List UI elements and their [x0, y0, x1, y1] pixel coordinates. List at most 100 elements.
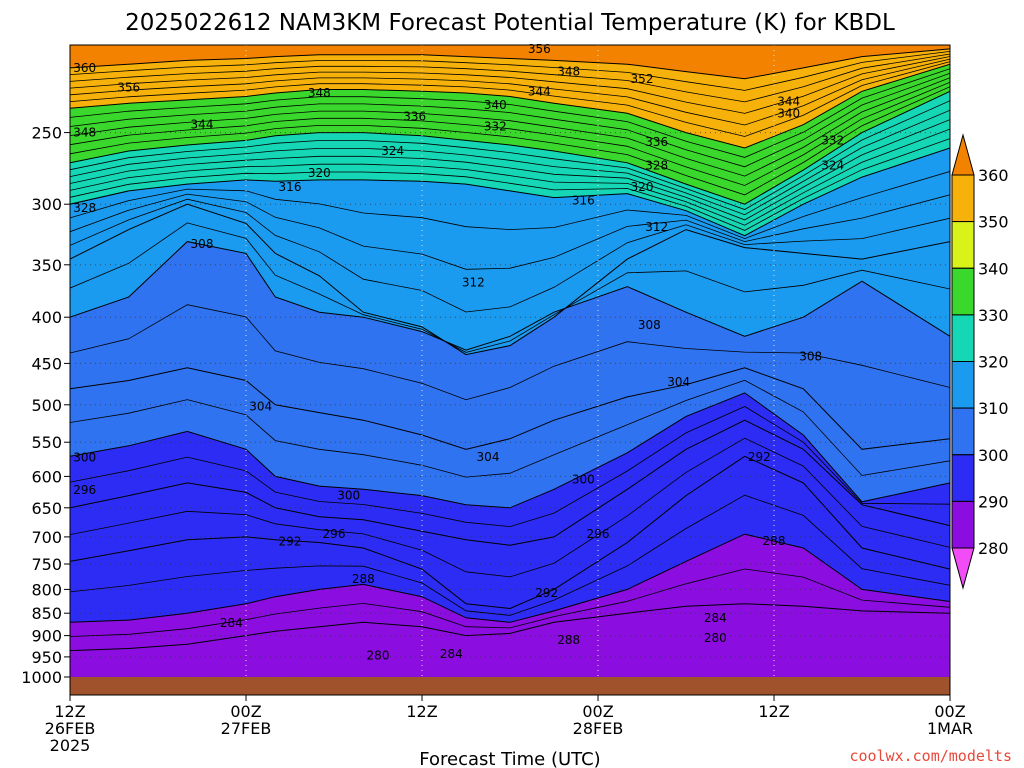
isentrope-line: [70, 198, 950, 313]
contour-label: 304: [667, 375, 690, 389]
y-tick-label: 700: [31, 528, 62, 547]
y-tick-label: 350: [31, 256, 62, 275]
y-tick-label: 300: [31, 195, 62, 214]
isentrope-line: [70, 455, 950, 610]
contour-label: 340: [777, 106, 800, 120]
x-tick-label: 12Z: [54, 702, 85, 721]
contour-label: 304: [477, 450, 500, 464]
contour-label: 292: [279, 534, 302, 548]
contour-label: 308: [799, 349, 822, 363]
colorbar-segment: [951, 174, 975, 223]
contour-label: 296: [323, 527, 346, 541]
y-tick-label: 550: [31, 433, 62, 452]
y-tick-label: 500: [31, 396, 62, 415]
colorbar-segment: [951, 221, 975, 269]
isentrope-line: [70, 494, 950, 616]
isentrope-line: [70, 147, 950, 237]
isentrope-line: [70, 72, 950, 168]
contour-label: 296: [73, 483, 96, 497]
contour-label: 288: [763, 534, 786, 548]
contour-label: 344: [777, 95, 800, 109]
contour-label: 312: [645, 220, 668, 234]
contour-label: 336: [645, 135, 668, 149]
contour-label: 292: [748, 450, 771, 464]
colorbar-tick-label: 350: [978, 213, 1009, 232]
isentrope-line: [70, 58, 950, 126]
isentrope-line: [70, 241, 950, 351]
colorbar-segment: [951, 267, 975, 316]
contour-label: 296: [587, 527, 610, 541]
colorbar-tick-label: 340: [978, 259, 1009, 278]
plot-frame: [69, 44, 951, 696]
contour-label: 352: [631, 72, 654, 86]
ground-surface: [70, 677, 950, 695]
colorbar-tick-label: 330: [978, 306, 1009, 325]
isentrope-line: [70, 90, 950, 205]
contour-label: 288: [557, 633, 580, 647]
x-tick-label: 1MAR: [927, 719, 973, 738]
isentrope-line: [70, 603, 950, 652]
y-tick-label: 900: [31, 627, 62, 646]
contour-label: 348: [73, 126, 96, 140]
contour-label: 316: [279, 180, 302, 194]
isentrope-line: [70, 392, 950, 509]
colorbar-segment: [951, 314, 975, 362]
isentrope-contours: [70, 48, 950, 652]
contour-label: 332: [821, 133, 844, 147]
contour-label: 336: [403, 110, 426, 124]
y-axis: 250 300 350 400 450 500 550 600 650 700 750 800 850 9…: [21, 124, 70, 687]
x-axis-title: Forecast Time (UTC): [419, 749, 600, 768]
contour-label: 312: [462, 275, 485, 289]
isentrope-line: [70, 128, 950, 226]
isentrope-line: [70, 109, 950, 216]
isentrope-line: [70, 86, 950, 196]
x-tick-label: 2025: [50, 736, 91, 755]
isentrope-line: [70, 51, 950, 91]
isentrope-line: [70, 68, 950, 158]
isentrope-line: [70, 77, 950, 177]
isentrope-line: [70, 81, 950, 186]
y-tick-label: 950: [31, 648, 62, 667]
isentrope-line: [70, 437, 950, 578]
isentrope-line: [70, 379, 950, 478]
contour-label: 304: [249, 399, 272, 413]
colorbar-tick-label: 290: [978, 492, 1009, 511]
contour-label: 280: [704, 631, 727, 645]
colorbar-segment: [951, 407, 975, 456]
y-tick-label: 450: [31, 354, 62, 373]
contour-label: 348: [308, 86, 331, 100]
colorbar-tick-label: 360: [978, 166, 1009, 185]
isentrope-line: [70, 367, 950, 450]
colorbar-tick-label: 310: [978, 399, 1009, 418]
isentrope-line: [70, 171, 950, 240]
contour-label: 300: [337, 489, 360, 503]
isentrope-line: [70, 203, 950, 356]
credit-text[interactable]: coolwx.com/modelts: [849, 747, 1012, 765]
theta-band: [70, 45, 950, 79]
x-tick-label: 26FEB: [45, 719, 96, 738]
contour-label: 356: [117, 81, 140, 95]
contour-label: 284: [704, 611, 727, 625]
theta-band: [70, 534, 950, 651]
colorbar-tick-label: 280: [978, 539, 1009, 558]
theta-band: [70, 603, 950, 677]
colorbar: 360 350 340 330 320 310 300 290 280: [951, 133, 1009, 590]
chart-title: 2025022612 NAM3KM Forecast Potential Tem…: [125, 10, 895, 36]
contour-label: 348: [557, 65, 580, 79]
y-tick-label: 800: [31, 580, 62, 599]
isentrope-line: [70, 193, 950, 270]
colorbar-segment: [951, 454, 975, 502]
contour-label: 360: [73, 61, 96, 75]
contour-label: 280: [367, 649, 390, 663]
isentrope-line: [70, 119, 950, 221]
contour-labels: 360 356 348 344 348 336 324 340 332 356 348 344 352 3…: [73, 42, 844, 663]
y-tick-label: 750: [31, 555, 62, 574]
contour-label: 320: [308, 166, 331, 180]
theta-band: [70, 392, 950, 546]
colorbar-arrow-bottom: [951, 547, 975, 590]
isentrope-line: [70, 568, 950, 637]
colorbar-arrow-top: [951, 133, 975, 176]
contour-label: 324: [381, 144, 404, 158]
contour-label: 340: [484, 98, 507, 112]
contour-label: 344: [191, 118, 214, 132]
